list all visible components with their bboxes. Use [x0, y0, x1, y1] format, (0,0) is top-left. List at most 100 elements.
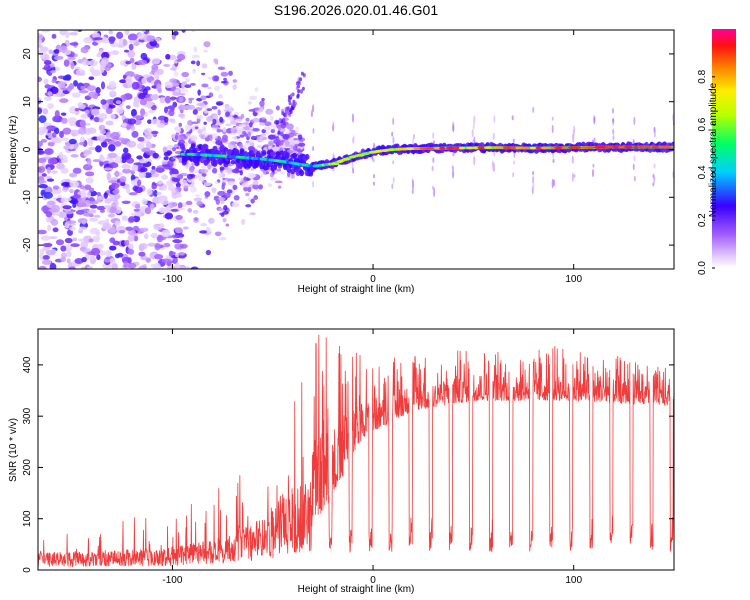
spectrogram-cell	[265, 108, 274, 115]
spectrogram-cell	[287, 98, 291, 103]
spectrogram-cell	[62, 205, 72, 210]
spectrogram-cell	[89, 217, 99, 222]
spectrogram-cell	[230, 159, 236, 165]
colorbar-tick-label: 0.4	[697, 165, 708, 179]
spectrogram-cell	[70, 243, 80, 248]
spectrogram-cell	[304, 153, 310, 160]
spectrogram-cell	[58, 211, 68, 219]
spectrogram-cell	[219, 116, 224, 123]
spectrogram-cell	[125, 105, 131, 110]
spectrogram-y-tick-label: -10	[22, 190, 33, 205]
spectrogram-cell	[161, 161, 168, 165]
spectrogram-cell	[433, 187, 436, 198]
spectrogram-cell	[114, 156, 123, 164]
spectrogram-cell	[201, 63, 208, 69]
spectrogram-cell	[244, 142, 250, 147]
spectrogram-cell	[144, 207, 152, 215]
spectrogram-cell	[572, 133, 575, 143]
spectrogram-cell	[111, 182, 120, 189]
spectrogram-cell	[59, 98, 69, 104]
spectrogram-cell	[75, 209, 85, 215]
spectrogram-cell	[38, 183, 48, 189]
spectrogram-cell	[256, 145, 263, 149]
spectrogram-cell	[197, 89, 201, 96]
spectrogram-cell	[136, 155, 143, 160]
spectrogram-cell	[220, 137, 228, 143]
snr-y-tick-label: 100	[22, 510, 33, 527]
spectrogram-cell	[43, 186, 53, 194]
spectrogram-cell	[38, 180, 47, 184]
spectrogram-cell	[212, 145, 218, 151]
spectrogram-cell	[168, 250, 174, 257]
spectrogram-cell	[161, 258, 172, 263]
spectrogram-cell	[286, 110, 290, 115]
spectrogram-cell	[38, 48, 47, 56]
spectrogram-cell	[295, 81, 299, 86]
spectrogram-cell	[458, 146, 466, 150]
spectrogram-cell	[68, 266, 76, 269]
spectrogram-cell	[281, 111, 285, 116]
spectrogram-cell	[554, 146, 564, 150]
spectrogram-cell	[532, 181, 535, 190]
spectrogram-cell	[152, 152, 159, 159]
spectrogram-cell	[69, 106, 78, 115]
spectrogram-cell	[118, 229, 126, 234]
spectrogram-cell	[178, 252, 185, 256]
spectrogram-cell	[44, 59, 51, 64]
spectrogram-cell	[452, 146, 462, 150]
spectrogram-cell	[108, 38, 115, 44]
spectrogram-cell	[69, 42, 79, 46]
spectrogram-cell	[225, 123, 232, 127]
spectrogram-cell	[617, 145, 627, 149]
spectrogram-cell	[97, 195, 105, 200]
spectrogram-cell	[336, 160, 344, 163]
spectrogram-cell	[147, 242, 157, 247]
spectrogram-cell	[439, 146, 446, 150]
spectrogram-cell	[104, 65, 111, 72]
spectrogram-cell	[289, 93, 293, 98]
spectrogram-cell	[237, 177, 244, 181]
spectrogram-cell	[124, 239, 130, 246]
spectrogram-cell	[109, 162, 119, 169]
spectrogram-cell	[92, 32, 101, 39]
spectrogram-cell	[141, 77, 148, 85]
spectrogram-cell	[100, 81, 106, 90]
spectrogram-cell	[411, 188, 414, 195]
spectrogram-cell	[139, 227, 149, 232]
spectrogram-cell	[107, 213, 116, 218]
spectrogram-cell	[45, 217, 52, 223]
spectrogram-cell	[63, 59, 70, 67]
spectrogram-cell	[98, 113, 108, 120]
spectrogram-cell	[465, 146, 473, 150]
spectrogram-cell	[130, 125, 136, 131]
spectrogram-cell	[432, 140, 435, 145]
spectrogram-y-label: Frequency (Hz)	[8, 116, 19, 185]
spectrogram-cell	[89, 255, 96, 261]
spectrogram-cell	[121, 164, 132, 170]
spectrogram-cell	[194, 194, 201, 197]
spectrogram-cell	[170, 96, 175, 101]
spectrogram-cell	[299, 169, 305, 177]
spectrogram-cell	[151, 130, 159, 135]
spectrogram-cell	[200, 222, 207, 227]
spectrogram-cell	[653, 126, 656, 133]
spectrogram-cell	[68, 138, 77, 145]
spectrogram-cell	[277, 185, 282, 189]
spectrogram-x-label: Height of straight line (km)	[298, 284, 415, 295]
spectrogram-cell	[47, 157, 58, 165]
spectrogram-cell	[67, 229, 73, 237]
spectrogram-cell	[243, 176, 248, 182]
spectrogram-cell	[66, 250, 72, 257]
spectrogram-cell	[270, 151, 276, 157]
spectrogram-cell	[221, 179, 225, 183]
spectrogram-cell	[70, 61, 75, 70]
spectrogram-cell	[259, 100, 265, 107]
spectrogram-cell	[295, 126, 299, 133]
spectrogram-cell	[177, 207, 186, 211]
spectrogram-cell	[405, 147, 416, 151]
spectrogram-cell	[211, 106, 218, 110]
snr-x-tick-label: 100	[565, 575, 582, 586]
spectrogram-cell	[128, 262, 137, 269]
spectrogram-cell	[43, 64, 51, 71]
